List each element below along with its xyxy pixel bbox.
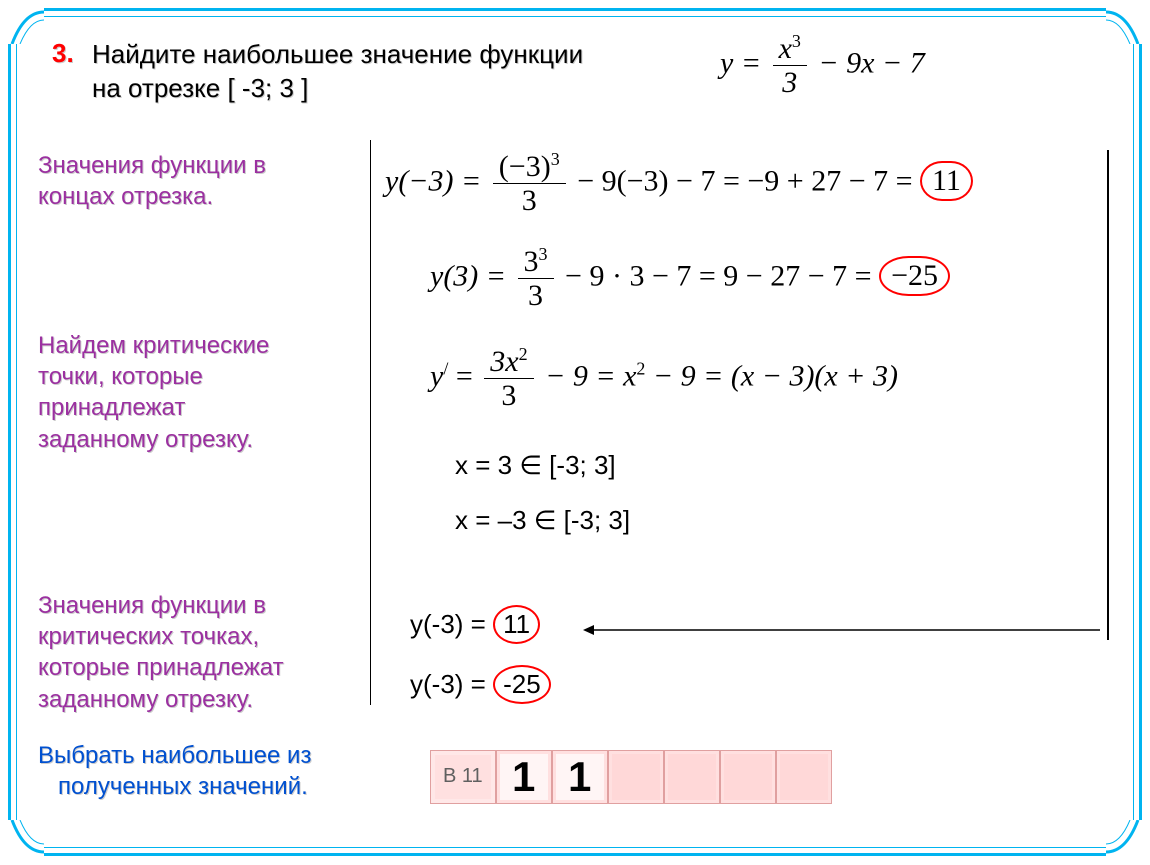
answer-box: В 11 1 1 bbox=[430, 750, 832, 804]
task-line2: на отрезке [ -3; 3 ] bbox=[92, 73, 308, 103]
eq2-answer-circled: −25 bbox=[879, 256, 950, 296]
corner-bottom-left bbox=[4, 820, 44, 860]
note4-l2: полученных значений. bbox=[38, 773, 308, 800]
answer-empty-4 bbox=[776, 750, 832, 804]
note4-l1: Выбрать наибольшее из bbox=[38, 742, 311, 769]
side-note-3: Значения функции в критических точках, к… bbox=[38, 590, 284, 715]
answer-digit-1: 1 bbox=[496, 750, 552, 804]
eq1-num: (−3) bbox=[499, 150, 551, 183]
eq2-lhs: y(3) = bbox=[430, 259, 514, 292]
note3-l1: Значения функции в bbox=[38, 592, 266, 619]
note3-l3: которые принадлежат bbox=[38, 654, 284, 681]
note1-l1: Значения функции в bbox=[38, 152, 266, 179]
y2-lhs: y(-3) = bbox=[410, 669, 493, 699]
x-equals-minus3: x = –3 ∈ [-3; 3] bbox=[455, 505, 630, 536]
eq2-exp: 3 bbox=[539, 244, 548, 264]
task-line1: Найдите наибольшее значение функции bbox=[92, 39, 583, 69]
eq3-eq: = bbox=[448, 359, 480, 392]
eq3-lhs: y bbox=[430, 359, 443, 392]
formula-den: 3 bbox=[773, 66, 807, 99]
eq3-den: 3 bbox=[484, 379, 533, 412]
formula-exp: 3 bbox=[792, 31, 801, 51]
x-equals-3: x = 3 ∈ [-3; 3] bbox=[455, 450, 616, 481]
vertical-divider bbox=[370, 140, 371, 705]
side-note-2: Найдем критические точки, которые принад… bbox=[38, 330, 269, 455]
arrow-icon bbox=[580, 620, 1110, 640]
eq1-answer-circled: 11 bbox=[920, 161, 973, 201]
y1-val-circled: 11 bbox=[493, 605, 540, 644]
eq3-exp: 2 bbox=[519, 344, 528, 364]
note3-l4: заданному отрезку. bbox=[38, 686, 253, 713]
note3-l2: критических точках, bbox=[38, 623, 259, 650]
equation-y-3: y(3) = 33 3 − 9 · 3 − 7 = 9 − 27 − 7 = −… bbox=[430, 245, 950, 312]
y-value-1: y(-3) = 11 bbox=[410, 605, 540, 644]
task-number: 3. bbox=[52, 38, 74, 69]
arrow-vertical bbox=[1107, 150, 1109, 640]
eq1-mid: − 9(−3) − 7 = −9 + 27 − 7 = bbox=[570, 164, 913, 197]
answer-empty-1 bbox=[608, 750, 664, 804]
main-formula: y = x3 3 − 9x − 7 bbox=[720, 32, 925, 99]
y-value-2: y(-3) = -25 bbox=[410, 665, 551, 704]
eq3-num: 3x bbox=[490, 345, 518, 378]
task-text: Найдите наибольшее значение функции на о… bbox=[92, 38, 583, 106]
corner-bottom-right bbox=[1106, 820, 1146, 860]
eq2-den: 3 bbox=[518, 279, 554, 312]
equation-derivative: y/ = 3x2 3 − 9 = x2 − 9 = (x − 3)(x + 3) bbox=[430, 345, 898, 412]
note2-l4: заданному отрезку. bbox=[38, 426, 253, 453]
eq3-tail2: − 9 = (x − 3)(x + 3) bbox=[645, 359, 898, 392]
equation-y-minus3: y(−3) = (−3)3 3 − 9(−3) − 7 = −9 + 27 − … bbox=[385, 150, 973, 217]
answer-digit-2: 1 bbox=[552, 750, 608, 804]
answer-empty-3 bbox=[720, 750, 776, 804]
eq1-den: 3 bbox=[493, 184, 566, 217]
y1-lhs: y(-3) = bbox=[410, 609, 493, 639]
eq3-tail: − 9 = x bbox=[538, 359, 637, 392]
answer-label: В 11 bbox=[430, 750, 496, 804]
formula-num: x bbox=[779, 32, 792, 65]
eq2-num: 3 bbox=[524, 245, 539, 278]
note1-l2: концах отрезка. bbox=[38, 183, 213, 210]
eq1-lhs: y(−3) = bbox=[385, 164, 489, 197]
answer-empty-2 bbox=[664, 750, 720, 804]
note2-l2: точки, которые bbox=[38, 363, 203, 390]
eq1-exp: 3 bbox=[551, 149, 560, 169]
side-note-4: Выбрать наибольшее из полученных значени… bbox=[38, 740, 311, 802]
formula-tail: − 9x − 7 bbox=[811, 46, 925, 79]
note2-l1: Найдем критические bbox=[38, 332, 269, 359]
y2-val-circled: -25 bbox=[493, 665, 551, 704]
note2-l3: принадлежат bbox=[38, 394, 185, 421]
formula-lhs: y bbox=[720, 46, 733, 79]
side-note-1: Значения функции в концах отрезка. bbox=[38, 150, 266, 212]
eq2-mid: − 9 · 3 − 7 = 9 − 27 − 7 = bbox=[558, 259, 880, 292]
corner-top-right bbox=[1106, 4, 1146, 44]
corner-top-left bbox=[4, 4, 44, 44]
